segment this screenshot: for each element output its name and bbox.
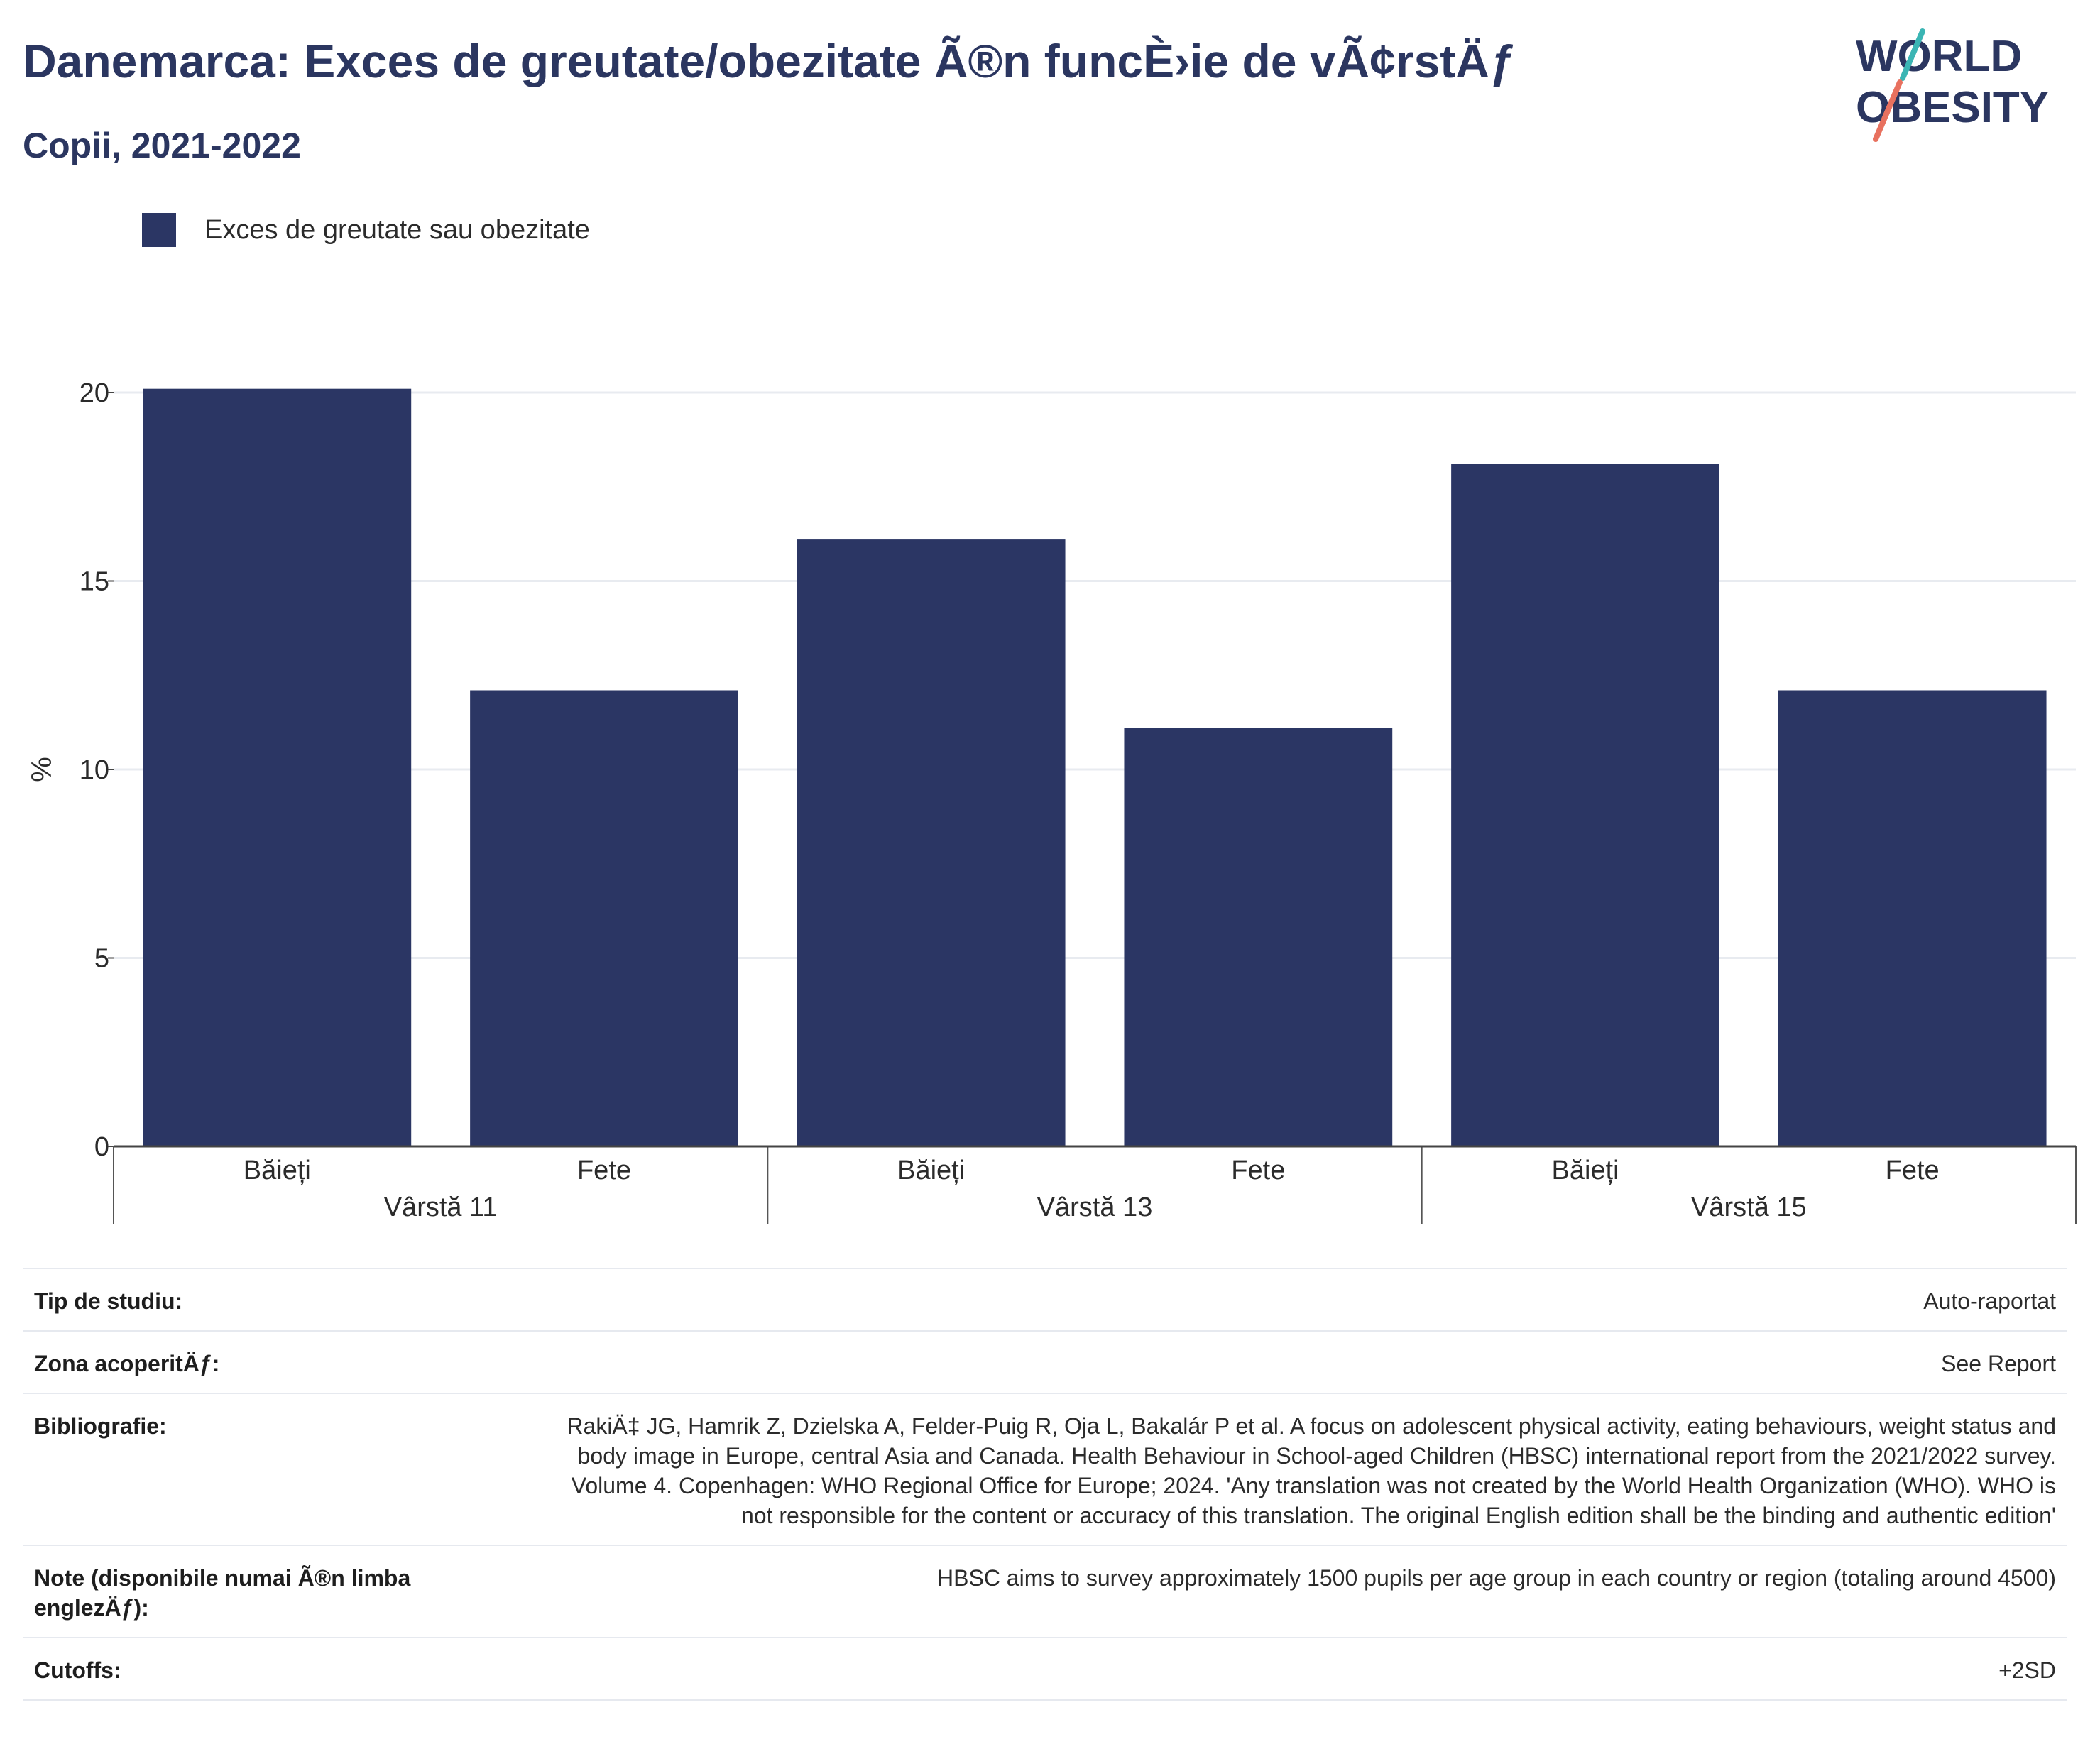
y-tick-label: 0: [94, 1132, 109, 1162]
metadata-value: +2SD: [1998, 1657, 2056, 1683]
bar-chart: 0 5 10 15 20% Băieți Fete Vârstă 11 Băieți Fete Vâ…: [26, 378, 2077, 1224]
bar: [1778, 690, 2047, 1146]
bar: [143, 388, 412, 1147]
y-tick-label: 10: [80, 755, 109, 785]
x-group-label: Vârstă 13: [1037, 1192, 1153, 1222]
logo-slash-coral: [1873, 80, 1903, 142]
metadata-row: Tip de studiu: Auto-raportat: [23, 1269, 2067, 1332]
y-tick-label: 5: [94, 944, 109, 974]
bar: [1451, 464, 1719, 1146]
bar: [1124, 728, 1393, 1146]
metadata-value: RakiÄ‡ JG, Hamrik Z, Dzielska A, Felder-…: [567, 1413, 2056, 1528]
metadata-table: Tip de studiu: Auto-raportat Zona acoperit…: [23, 1268, 2067, 1701]
logo-text-world: WORLD: [1856, 32, 2022, 81]
legend-label: Exces de greutate sau obezitate: [204, 214, 590, 245]
chart-title: Danemarca: Exces de greutate/obezitate Ã…: [23, 35, 1516, 87]
x-tick-label: Băieți: [1551, 1156, 1619, 1185]
x-tick-label: Fete: [577, 1156, 631, 1185]
bar: [797, 539, 1066, 1146]
metadata-label: Tip de studiu:: [34, 1288, 183, 1314]
metadata-label: Note (disponibile numai Ã®n limba englez…: [34, 1565, 411, 1621]
x-tick-label: Băieți: [897, 1156, 965, 1185]
metadata-row: Note (disponibile numai Ã®n limba englez…: [23, 1546, 2067, 1638]
x-group-label: Vârstă 15: [1691, 1192, 1807, 1222]
metadata-row: Bibliografie: RakiÄ‡ JG, Hamrik Z, Dziels…: [23, 1394, 2067, 1546]
x-tick-label: Fete: [1231, 1156, 1285, 1185]
metadata-row: Cutoffs: +2SD: [23, 1638, 2067, 1701]
metadata-label: Cutoffs:: [34, 1657, 121, 1683]
y-tick-label: 20: [80, 378, 109, 408]
legend-swatch: [142, 213, 176, 247]
metadata-value: HBSC aims to survey approximately 1500 p…: [937, 1565, 2056, 1591]
world-obesity-logo: WORLD OBESITY: [1856, 28, 2049, 142]
metadata-label: Bibliografie:: [34, 1413, 167, 1439]
y-axis-label: %: [26, 757, 58, 782]
x-tick-label: Fete: [1886, 1156, 1940, 1185]
metadata-value: Auto-raportat: [1923, 1288, 2056, 1314]
bar: [470, 690, 738, 1146]
x-tick-label: Băieți: [244, 1156, 311, 1185]
chart-subtitle: Copii, 2021-2022: [23, 126, 301, 165]
metadata-row: Zona acoperitÄƒ: See Report: [23, 1332, 2067, 1394]
x-group-label: Vârstă 11: [384, 1192, 498, 1222]
metadata-label: Zona acoperitÄƒ:: [34, 1351, 220, 1376]
y-tick-label: 15: [80, 567, 109, 597]
metadata-value: See Report: [1941, 1351, 2056, 1376]
legend: Exces de greutate sau obezitate: [142, 212, 590, 248]
logo-slash-teal: [1900, 28, 1925, 81]
